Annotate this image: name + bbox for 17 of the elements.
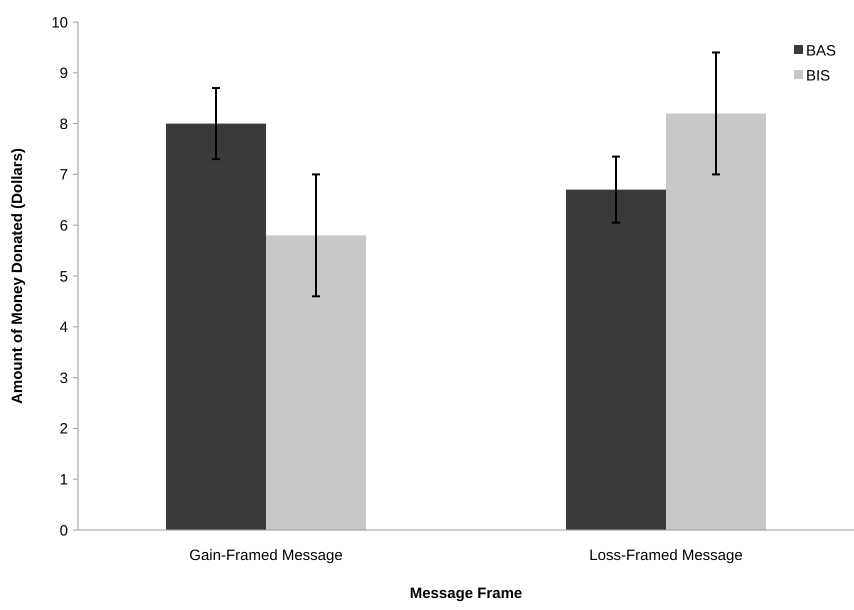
y-tick-label: 0 bbox=[60, 522, 68, 540]
y-tick-label: 10 bbox=[51, 14, 68, 32]
y-tick-label: 5 bbox=[60, 268, 68, 286]
y-tick-label: 9 bbox=[60, 65, 68, 82]
y-tick-label: 4 bbox=[60, 319, 68, 336]
y-tick-label: 1 bbox=[60, 471, 68, 488]
y-tick-label: 6 bbox=[60, 217, 68, 234]
x-tick-label: Gain-Framed Message bbox=[189, 547, 343, 564]
y-tick-label: 2 bbox=[60, 420, 68, 438]
y-tick-label: 8 bbox=[60, 116, 68, 133]
y-tick-label: 7 bbox=[60, 166, 68, 184]
y-axis-title: Amount of Money Donated (Dollars) bbox=[9, 148, 26, 404]
x-axis-title: Message Frame bbox=[410, 585, 522, 602]
legend-label: BIS bbox=[806, 67, 830, 84]
y-tick-label: 3 bbox=[60, 370, 68, 387]
legend-label: BAS bbox=[806, 42, 836, 60]
x-tick-label: Loss-Framed Message bbox=[589, 547, 743, 564]
